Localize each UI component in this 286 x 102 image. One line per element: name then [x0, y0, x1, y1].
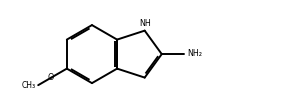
Text: NH₂: NH₂: [188, 49, 202, 58]
Text: O: O: [47, 73, 53, 82]
Text: CH₃: CH₃: [21, 81, 35, 90]
Text: NH: NH: [139, 19, 151, 28]
